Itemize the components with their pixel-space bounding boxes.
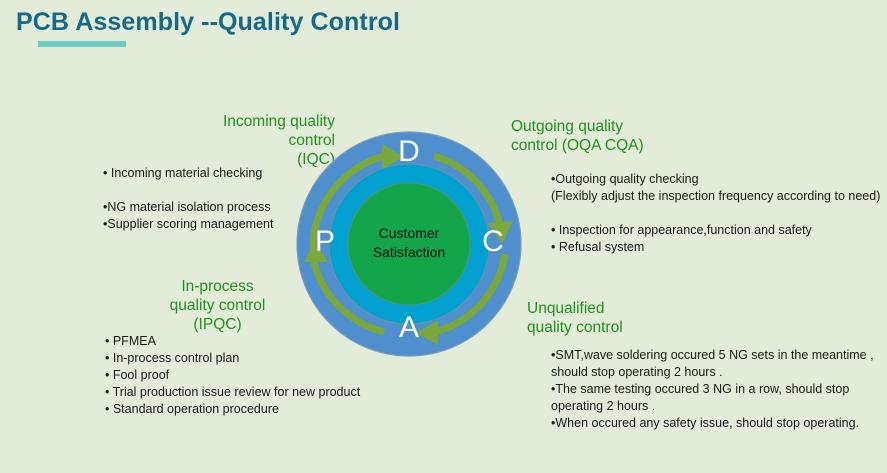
pdca-cycle-diagram: D C A P Customer Satisfaction — [296, 131, 522, 357]
body-inprocess-quality-control: • PFMEA • In-process control plan • Fool… — [105, 334, 361, 416]
pdca-letter-do: D — [398, 135, 420, 168]
title-underline-bar — [38, 41, 126, 47]
pdca-letter-act: A — [398, 311, 419, 344]
arrow-arc-c-to-a — [434, 253, 509, 336]
pdca-letter-plan: P — [314, 225, 335, 258]
body-unqualified-quality-control: •SMT,wave soldering occured 5 NG sets in… — [551, 348, 874, 430]
page-title: PCB Assembly --Quality Control — [16, 8, 401, 36]
heading-unqualified-quality-control: Unqualified quality control — [527, 300, 623, 336]
arrow-arc-d-to-c — [432, 152, 504, 226]
pdca-circle-graphic — [296, 131, 522, 357]
arrowhead-to-a — [416, 320, 438, 345]
arrow-arc-p-to-d — [309, 152, 385, 252]
body-outgoing-quality-control: •Outgoing quality checking (Flexibly adj… — [551, 172, 881, 254]
arrow-arc-a-to-p — [310, 261, 385, 336]
heading-incoming-quality-control: Incoming quality control (IQC) — [222, 113, 335, 168]
pdca-letter-check: C — [482, 225, 504, 258]
cycle-arrows — [309, 152, 509, 336]
heading-outgoing-quality-control: Outgoing quality control (OQA CQA) — [511, 118, 644, 154]
heading-inprocess-quality-control: In-process quality control (IPQC) — [169, 278, 266, 333]
cycle-arrowheads — [304, 144, 513, 345]
core-circle — [347, 182, 471, 306]
arrowhead-to-c — [488, 221, 513, 244]
body-incoming-quality-control: • Incoming material checking •NG materia… — [103, 166, 274, 231]
center-label-customer-satisfaction: Customer Satisfaction — [372, 225, 446, 260]
arrowhead-to-d — [382, 144, 404, 169]
arrowhead-to-p — [304, 241, 328, 262]
